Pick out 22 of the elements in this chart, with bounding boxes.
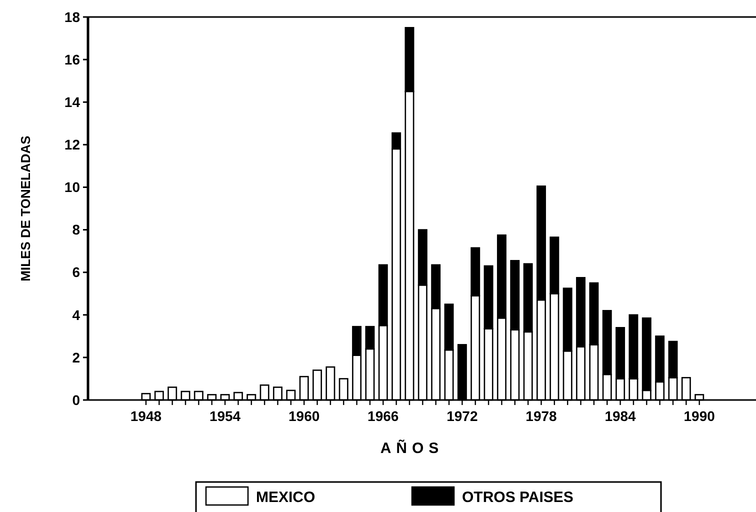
y-tick-label: 12 — [64, 136, 80, 153]
y-tick-label: 6 — [72, 264, 80, 280]
x-tick-label: 1954 — [209, 408, 241, 424]
y-tick-label: 2 — [72, 349, 80, 366]
x-tick-label: 1972 — [446, 408, 478, 424]
x-tick-label: 1948 — [130, 408, 162, 424]
x-tick-label: 1978 — [526, 408, 558, 424]
legend-label: OTROS PAISES — [462, 489, 574, 506]
y-axis-title: MILES DE TONELADAS — [18, 135, 33, 282]
y-tick-label: 14 — [64, 94, 80, 110]
x-tick-label: 1990 — [684, 408, 716, 424]
y-tick-label: 18 — [64, 8, 80, 25]
x-axis-title: AÑOS — [380, 439, 444, 457]
y-tick-label: 10 — [64, 179, 80, 196]
y-tick-label: 8 — [72, 222, 80, 238]
legend-label: MEXICO — [256, 489, 316, 506]
x-tick-label: 1960 — [288, 408, 320, 424]
y-tick-label: 0 — [72, 392, 80, 408]
y-tick-label: 4 — [72, 306, 80, 323]
y-tick-label: 16 — [64, 51, 80, 68]
x-tick-label: 1984 — [604, 408, 636, 424]
x-tick-label: 1966 — [368, 408, 399, 424]
